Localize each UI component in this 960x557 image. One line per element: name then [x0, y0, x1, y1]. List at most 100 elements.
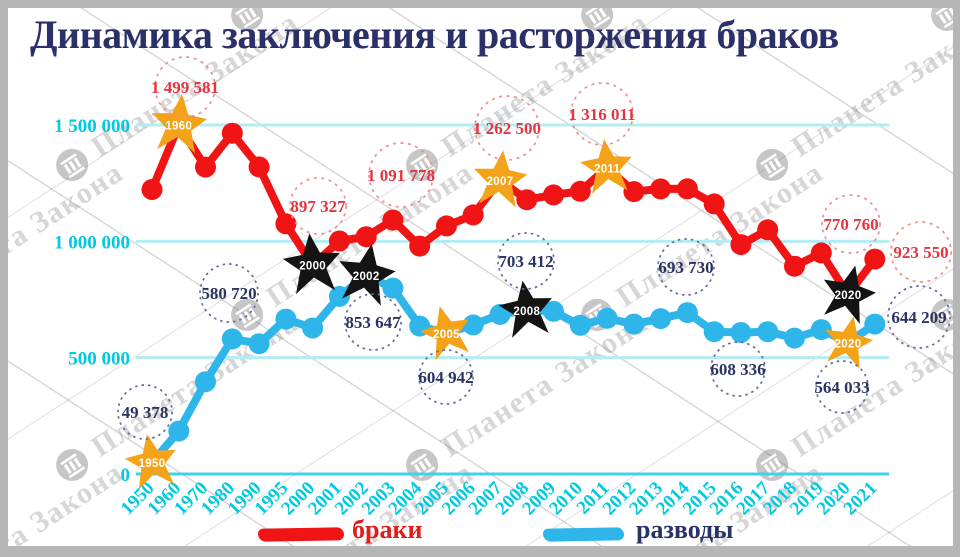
y-axis-label: 500 000	[68, 349, 130, 370]
annotation-circle-693730	[657, 238, 715, 296]
milestone-star-2007-marriages	[474, 150, 528, 208]
divorces-point-2009	[543, 300, 564, 322]
marriages-point-2005	[436, 215, 457, 237]
marriages-point-2016	[730, 234, 752, 256]
marriages-point-2015	[703, 193, 725, 215]
divorces-point-1970	[195, 371, 216, 393]
annotation-value-693730: 693 730	[658, 258, 713, 277]
marriages-point-2014	[676, 178, 698, 200]
divorces-point-2011	[596, 307, 618, 329]
milestone-year-label-2020: 2020	[835, 290, 862, 302]
milestone-year-label-1960: 1960	[165, 121, 192, 133]
divorces-point-2019	[810, 319, 832, 341]
milestone-year-label-2002: 2002	[353, 271, 380, 283]
annotation-circle-564033	[815, 360, 869, 414]
milestone-year-label-2008: 2008	[513, 306, 540, 318]
divorces-point-2006	[462, 314, 484, 336]
annotation-value-853647: 853 647	[345, 313, 401, 332]
y-axis-label: 1 000 000	[54, 232, 130, 253]
annotation-circle-1316011	[570, 82, 634, 146]
divorces-point-1980	[221, 328, 243, 350]
divorces-point-2015	[703, 321, 725, 343]
marriages-point-2019	[810, 242, 832, 264]
divorces-point-1995	[275, 308, 297, 330]
marriages-legend-swatch	[257, 527, 345, 542]
divorces-legend-swatch	[542, 527, 625, 542]
annotation-value-1499581: 1 499 581	[151, 78, 219, 97]
marriages-point-1990	[248, 156, 270, 178]
marriages-legend-label: браки	[352, 515, 423, 544]
marriages-point-2003	[382, 209, 404, 231]
divorces-point-2013	[650, 308, 672, 330]
divorces-point-2012	[623, 313, 645, 335]
annotation-value-49378: 49 378	[122, 403, 169, 422]
divorces-point-2000	[302, 317, 324, 339]
marriages-point-1950	[141, 179, 163, 200]
marriages-point-2001	[328, 230, 350, 252]
annotation-circle-1262500	[474, 95, 540, 161]
milestone-star-2011-marriages	[580, 139, 632, 194]
marriages-point-1970	[195, 156, 216, 178]
marriages-point-2018	[784, 255, 805, 277]
marriages-point-2008	[516, 189, 538, 211]
annotation-circle-1499581	[154, 56, 216, 118]
annotation-value-608336: 608 336	[710, 360, 765, 379]
marriages-point-2021	[864, 248, 886, 270]
milestone-star-2000-marriages	[282, 233, 340, 294]
divorces-point-2018	[784, 327, 805, 349]
milestone-year-label-1950: 1950	[139, 458, 166, 470]
annotation-circle-49378	[117, 384, 173, 440]
annotation-circle-923550	[890, 221, 952, 283]
annotation-circle-580720	[199, 263, 259, 323]
annotation-value-604942: 604 942	[418, 368, 473, 387]
marriages-point-2002	[355, 226, 377, 248]
divorces-point-2003	[382, 277, 404, 299]
marriages-point-1980	[221, 122, 243, 144]
annotation-value-580720: 580 720	[201, 284, 256, 303]
annotation-value-644209: 644 209	[891, 308, 946, 327]
annotation-circle-897327	[289, 177, 347, 235]
milestone-star-1960-marriages	[151, 94, 207, 154]
annotation-value-1262500: 1 262 500	[473, 119, 541, 138]
marriages-point-2010	[569, 180, 591, 202]
divorces-point-2021	[864, 313, 886, 335]
annotation-circle-770760	[821, 194, 881, 254]
divorces-point-2010	[569, 314, 591, 336]
annotation-circle-853647	[344, 293, 402, 351]
frame-left	[0, 0, 8, 557]
frame-bottom	[0, 546, 960, 557]
y-axis-label: 1 500 000	[54, 116, 130, 137]
marriages-point-2012	[623, 181, 645, 203]
marriages-point-2006	[462, 204, 484, 226]
annotation-value-703412: 703 412	[498, 252, 553, 271]
divorces-point-1990	[248, 333, 270, 355]
milestone-star-2020-divorces	[825, 316, 873, 369]
marriages-point-2017	[757, 219, 779, 241]
milestone-year-label-2007: 2007	[487, 176, 514, 188]
y-axis-label: 0	[121, 465, 131, 486]
annotation-circle-604942	[418, 349, 474, 405]
annotation-value-1091778: 1 091 778	[367, 166, 435, 185]
milestone-star-1950-divorces	[124, 434, 176, 490]
marriages-point-2004	[409, 235, 431, 257]
frame-top	[0, 0, 960, 8]
marriages-point-2013	[650, 178, 672, 200]
marriages-point-1995	[275, 213, 297, 235]
divorces-point-2001	[328, 285, 350, 307]
divorces-point-2017	[757, 321, 779, 343]
chart-legend: браки разводы	[0, 514, 960, 550]
milestone-year-label-2020: 2020	[835, 338, 862, 350]
milestone-star-2002-divorces	[339, 243, 396, 306]
frame-right	[953, 0, 960, 557]
annotation-value-564033: 564 033	[814, 378, 869, 397]
milestone-star-2005-divorces	[419, 306, 469, 361]
annotation-value-1316011: 1 316 011	[568, 105, 635, 124]
annotation-circle-703412	[497, 232, 555, 290]
milestone-year-label-2000: 2000	[299, 261, 326, 273]
divorces-point-2016	[730, 322, 752, 343]
marriages-point-2009	[543, 184, 564, 206]
divorces-point-2014	[676, 302, 698, 324]
milestone-star-2020-marriages	[823, 265, 876, 324]
